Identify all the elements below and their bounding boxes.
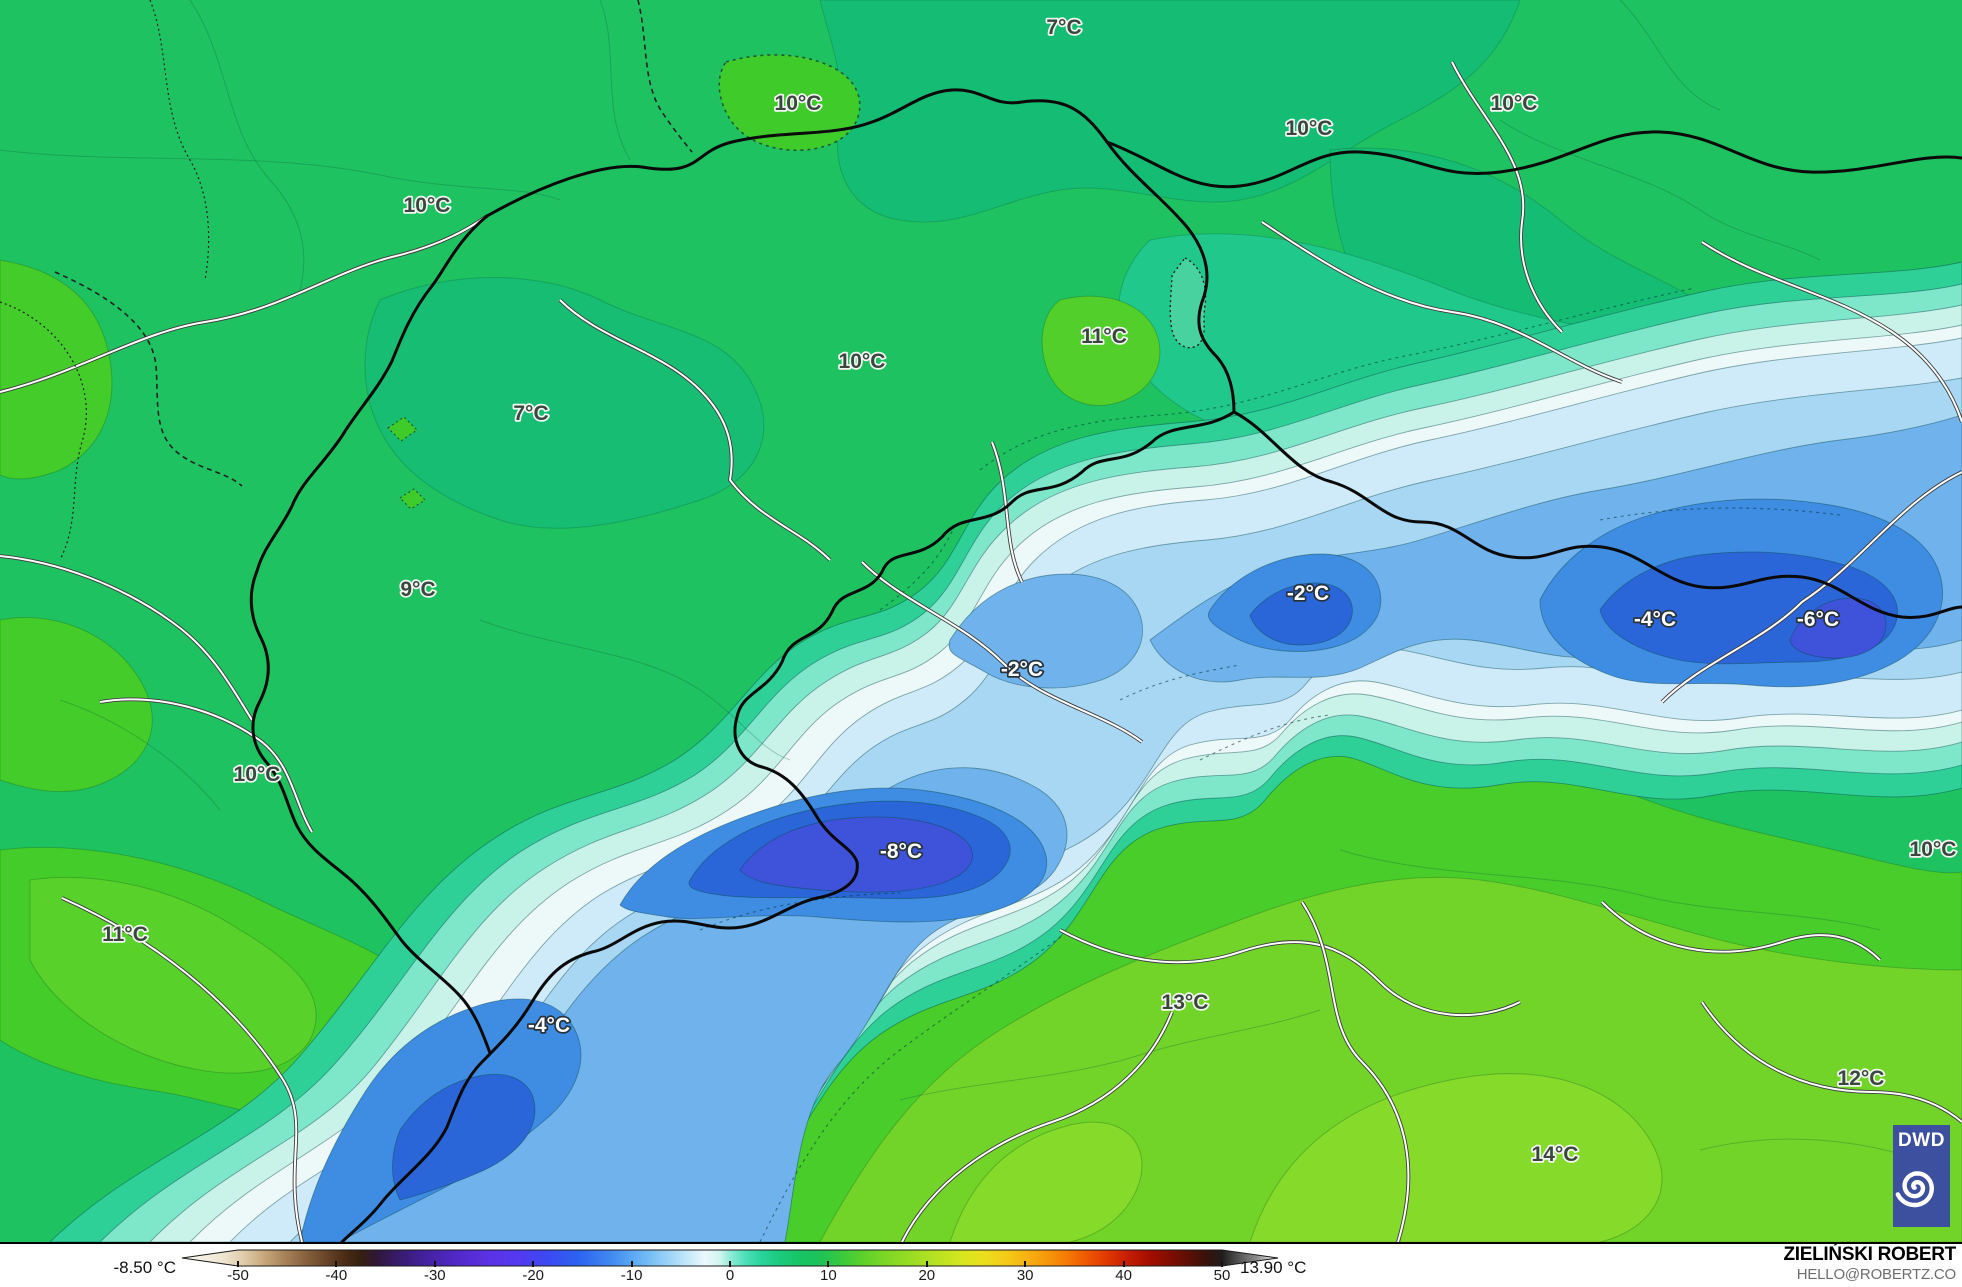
- attribution-contact: HELLO@ROBERTZ.CO: [1796, 1265, 1956, 1283]
- border-switzerland: [340, 88, 1236, 1242]
- river-line: [61, 897, 303, 1242]
- country-borders: [249, 88, 1962, 1242]
- map-canvas: 7°C 10°C 10°C 10°C 10°C 11°C 10°C 7°C 9°C -2°C -4°…: [0, 0, 1962, 1242]
- river-line: [1059, 929, 1521, 1017]
- colorbar-tick-label: 40: [1115, 1267, 1132, 1284]
- temperature-map: 7°C 10°C 10°C 10°C 10°C 11°C 10°C 7°C 9°C -2°C -4°…: [0, 0, 1962, 1242]
- river-line: [861, 561, 1143, 743]
- river-line: [1701, 241, 1962, 423]
- colorbar-tick-mark: [1221, 1261, 1223, 1267]
- river-line: [559, 299, 831, 561]
- colorbar-tick-mark: [237, 1261, 239, 1267]
- river-line: [1261, 221, 1623, 383]
- contour-lines: [0, 0, 1921, 1161]
- temp-label: 7°C: [1046, 16, 1081, 39]
- colorbar-tick-label: -40: [325, 1267, 348, 1284]
- temp-label: -4°C: [1634, 608, 1676, 631]
- colorbar-tick-mark: [827, 1261, 830, 1267]
- river-line: [1661, 471, 1962, 703]
- warm-green-region: [699, 695, 1962, 1242]
- attribution: ZIELIŃSKI ROBERT HELLO@ROBERTZ.CO: [1783, 1244, 1956, 1283]
- colorbar-tick-label: 30: [1016, 1267, 1034, 1284]
- dwd-logo-text: DWD: [1898, 1130, 1945, 1151]
- liechtenstein-dotted-area: [1169, 257, 1207, 349]
- temp-label: 11°C: [1081, 325, 1127, 348]
- temp-label: 10°C: [1491, 92, 1538, 115]
- colorbar-tick-label: -10: [620, 1267, 643, 1284]
- temp-label: -2°C: [1001, 658, 1043, 681]
- colorbar-tick-label: -30: [423, 1267, 446, 1284]
- temp-label: 10°C: [1910, 838, 1957, 861]
- temp-label: 11°C: [102, 923, 148, 946]
- min-temperature-label: -8.50 °C: [113, 1258, 176, 1277]
- temp-label: 10°C: [775, 92, 822, 115]
- temp-label: -2°C: [1287, 582, 1329, 605]
- temp-label: -8°C: [880, 840, 922, 863]
- colorbar-tick-mark: [532, 1261, 535, 1267]
- temp-label: 12°C: [1838, 1067, 1885, 1090]
- temp-label: 9°C: [400, 578, 435, 601]
- temp-label: 7°C: [513, 402, 548, 425]
- temp-label: 10°C: [234, 763, 281, 786]
- temp-label: 10°C: [404, 194, 451, 217]
- river-line: [0, 215, 488, 393]
- dwd-logo: DWD: [1893, 1125, 1950, 1227]
- colorbar-footer: -8.50 °C -50 -40 -30 -20 -10 0 10 20 30 40 50 13.9…: [0, 1242, 1962, 1287]
- colorbar-tick-label: 10: [820, 1267, 837, 1284]
- temp-label: 13°C: [1162, 991, 1209, 1014]
- colorbar-tick-label: 0: [725, 1267, 735, 1284]
- colorbar-tick-label: 20: [918, 1267, 936, 1284]
- temperature-labels: 7°C 10°C 10°C 10°C 10°C 11°C 10°C 7°C 9°C -2°C -4°…: [100, 14, 1958, 1167]
- max-temperature-label: 13.90 °C: [1240, 1258, 1307, 1277]
- river-line: [1451, 61, 1563, 333]
- temp-label: -4°C: [528, 1014, 570, 1037]
- border-germany-austria: [1105, 130, 1962, 189]
- colorbar-tick-mark: [1122, 1261, 1125, 1267]
- attribution-name: ZIELIŃSKI ROBERT: [1783, 1244, 1956, 1265]
- temp-label: 10°C: [1286, 117, 1333, 140]
- river-line: [1601, 901, 1881, 961]
- colorbar-tick-mark: [630, 1261, 633, 1267]
- colorbar-tick-label: -20: [522, 1267, 545, 1284]
- dwd-spiral-path: [1895, 1171, 1935, 1208]
- colorbar-tick-mark: [729, 1261, 731, 1267]
- temp-label: 14°C: [1532, 1143, 1579, 1166]
- colorbar-tick-label: -50: [227, 1267, 249, 1284]
- temp-label: 10°C: [839, 350, 886, 373]
- colorbar-tick-mark: [335, 1261, 338, 1267]
- colorbar-tick-mark: [1024, 1261, 1027, 1267]
- river-line: [1301, 901, 1410, 1242]
- dashed-borders: [0, 0, 1207, 561]
- river-line: [1701, 1001, 1962, 1123]
- colorbar-tick-label: 50: [1213, 1267, 1231, 1284]
- river-lines: [0, 61, 1962, 1242]
- river-line: [901, 1011, 1173, 1242]
- river-line: [0, 555, 253, 721]
- colorbar-tick-mark: [925, 1261, 928, 1267]
- dwd-spiral-icon: [1895, 1171, 1935, 1208]
- river-line: [99, 698, 313, 833]
- isotherm-bands: [49, 261, 1962, 1242]
- colorbar-tick-mark: [433, 1261, 436, 1267]
- dashed-contours: [699, 287, 1841, 1242]
- temp-label: -6°C: [1797, 608, 1839, 631]
- river-line: [991, 441, 1023, 583]
- border-italy-austria: [1232, 410, 1962, 619]
- border-france: [249, 214, 492, 1055]
